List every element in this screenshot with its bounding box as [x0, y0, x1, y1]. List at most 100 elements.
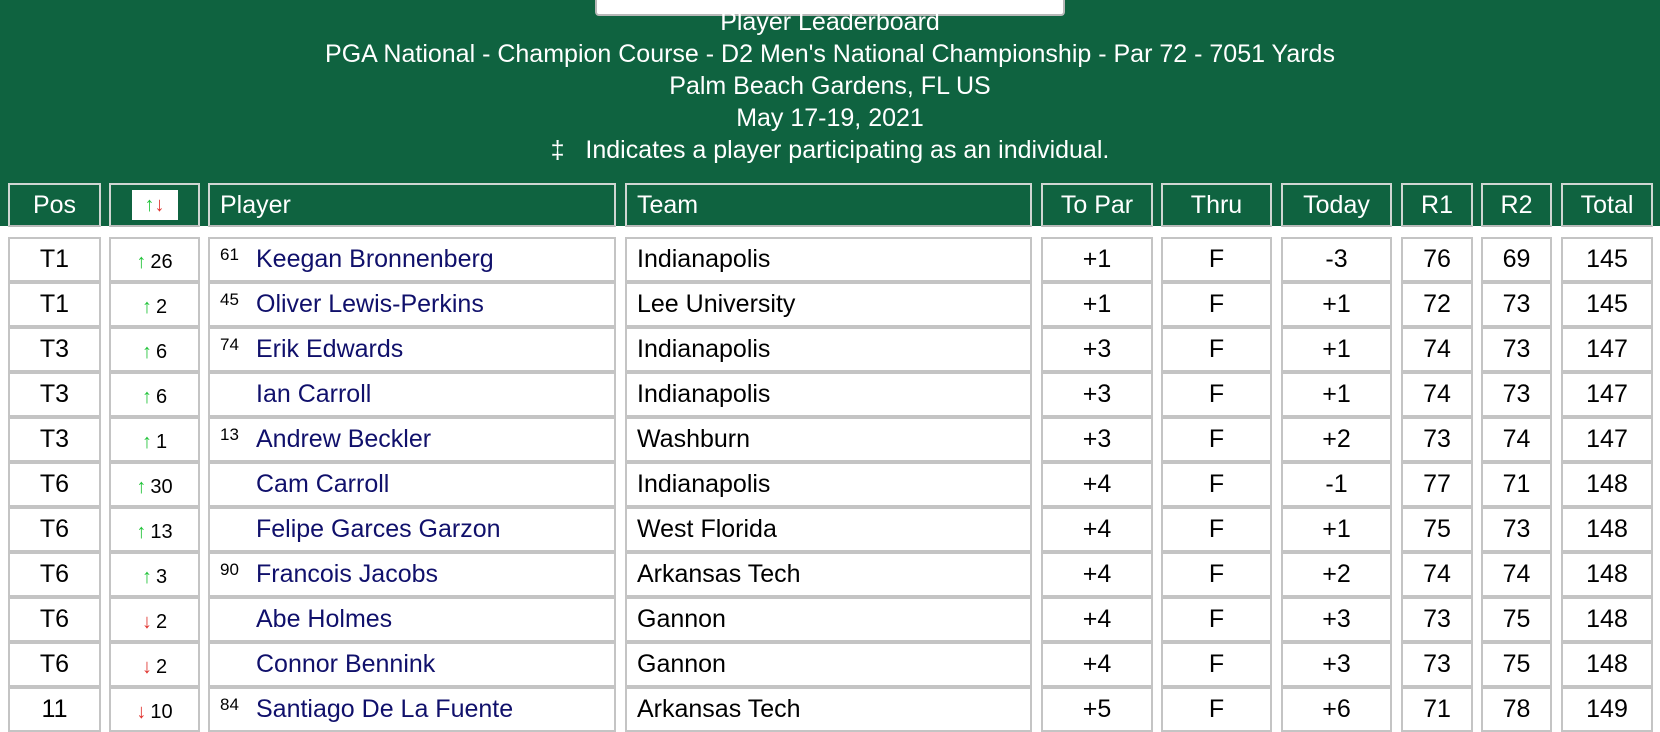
- movement-value: 1: [155, 431, 168, 453]
- cell-r2: 71: [1481, 462, 1552, 507]
- cell-thru: F: [1161, 417, 1272, 462]
- cell-total: 145: [1561, 282, 1653, 327]
- movement-sort-icon: ↑ ↓: [131, 190, 178, 220]
- cell-thru: F: [1161, 687, 1272, 732]
- cell-thru: F: [1161, 327, 1272, 372]
- cell-topar: +3: [1041, 372, 1153, 417]
- cell-team: Indianapolis: [625, 237, 1032, 282]
- player-link[interactable]: Cam Carroll: [256, 470, 390, 498]
- cell-r1: 75: [1401, 507, 1473, 552]
- cell-thru: F: [1161, 372, 1272, 417]
- header-team[interactable]: Team: [625, 183, 1032, 227]
- cell-r2: 73: [1481, 327, 1552, 372]
- cell-player[interactable]: 13 Andrew Beckler: [208, 417, 616, 462]
- player-link[interactable]: Abe Holmes: [256, 605, 393, 633]
- cell-player[interactable]: 74 Erik Edwards: [208, 327, 616, 372]
- page-title: Player Leaderboard: [720, 8, 940, 36]
- cell-total: 147: [1561, 417, 1653, 462]
- cell-r1: 72: [1401, 282, 1473, 327]
- cell-team: Washburn: [625, 417, 1032, 462]
- cell-r2: 75: [1481, 597, 1552, 642]
- cell-pos: 11: [8, 687, 101, 732]
- cell-player[interactable]: Connor Bennink: [208, 642, 616, 687]
- arrow-up-icon: ↑: [141, 296, 152, 318]
- cell-move: ↑ 2: [109, 282, 200, 327]
- cell-team: Lee University: [625, 282, 1032, 327]
- header-topar[interactable]: To Par: [1041, 183, 1153, 227]
- cell-r2: 74: [1481, 552, 1552, 597]
- cell-r1: 74: [1401, 552, 1473, 597]
- player-seed: 74: [220, 335, 239, 354]
- cell-r2: 69: [1481, 237, 1552, 282]
- cell-pos: T3: [8, 327, 101, 372]
- cell-player[interactable]: Ian Carroll: [208, 372, 616, 417]
- cell-r2: 75: [1481, 642, 1552, 687]
- cell-move: ↑ 6: [109, 327, 200, 372]
- cell-player[interactable]: 45 Oliver Lewis-Perkins: [208, 282, 616, 327]
- player-link[interactable]: Francois Jacobs: [256, 560, 439, 588]
- player-link[interactable]: Oliver Lewis-Perkins: [256, 290, 484, 318]
- course-info: PGA National - Champion Course - D2 Men'…: [325, 40, 1335, 68]
- cell-player[interactable]: Cam Carroll: [208, 462, 616, 507]
- player-seed: 13: [220, 425, 239, 444]
- header-pos[interactable]: Pos: [8, 183, 101, 227]
- cell-today: -1: [1281, 462, 1392, 507]
- player-link[interactable]: Felipe Garces Garzon: [256, 515, 501, 543]
- movement-value: 6: [155, 341, 168, 363]
- header-total[interactable]: Total: [1561, 183, 1653, 227]
- cell-today: +2: [1281, 417, 1392, 462]
- arrow-up-icon: ↑: [141, 341, 152, 363]
- cell-total: 147: [1561, 327, 1653, 372]
- dates: May 17-19, 2021: [736, 104, 924, 132]
- cell-pos: T3: [8, 417, 101, 462]
- cell-today: +3: [1281, 597, 1392, 642]
- cell-move: ↓ 10: [109, 687, 200, 732]
- arrow-up-icon: ↑: [136, 521, 147, 543]
- cell-r2: 74: [1481, 417, 1552, 462]
- movement-value: 26: [150, 251, 173, 273]
- header-movement[interactable]: ↑ ↓: [109, 183, 200, 227]
- cell-pos: T1: [8, 282, 101, 327]
- cell-r1: 73: [1401, 597, 1473, 642]
- player-link[interactable]: Erik Edwards: [256, 335, 404, 363]
- header-r2[interactable]: R2: [1481, 183, 1552, 227]
- cell-topar: +4: [1041, 642, 1153, 687]
- movement-value: 30: [150, 476, 173, 498]
- cell-player[interactable]: 90 Francois Jacobs: [208, 552, 616, 597]
- cell-topar: +4: [1041, 552, 1153, 597]
- cell-total: 148: [1561, 552, 1653, 597]
- player-link[interactable]: Connor Bennink: [256, 650, 436, 678]
- cell-player[interactable]: Abe Holmes: [208, 597, 616, 642]
- double-dagger-icon: ‡: [550, 136, 565, 164]
- player-link[interactable]: Keegan Bronnenberg: [256, 245, 494, 273]
- cell-player[interactable]: 61 Keegan Bronnenberg: [208, 237, 616, 282]
- cell-today: +1: [1281, 282, 1392, 327]
- player-link[interactable]: Santiago De La Fuente: [256, 695, 514, 723]
- arrow-up-icon: ↑: [136, 476, 147, 498]
- player-seed: 84: [220, 695, 239, 714]
- player-link[interactable]: Andrew Beckler: [256, 425, 432, 453]
- header-thru[interactable]: Thru: [1161, 183, 1272, 227]
- cell-r1: 71: [1401, 687, 1473, 732]
- cell-team: Indianapolis: [625, 372, 1032, 417]
- header-today[interactable]: Today: [1281, 183, 1392, 227]
- cell-pos: T3: [8, 372, 101, 417]
- top-selector-box[interactable]: [595, 0, 1065, 16]
- cell-thru: F: [1161, 597, 1272, 642]
- cell-r1: 73: [1401, 642, 1473, 687]
- note-text: Indicates a player participating as an i…: [585, 136, 1110, 164]
- cell-r2: 73: [1481, 507, 1552, 552]
- cell-team: Arkansas Tech: [625, 552, 1032, 597]
- movement-value: 2: [155, 656, 168, 678]
- cell-thru: F: [1161, 552, 1272, 597]
- player-link[interactable]: Ian Carroll: [256, 380, 372, 408]
- cell-player[interactable]: 84 Santiago De La Fuente: [208, 687, 616, 732]
- cell-today: +3: [1281, 642, 1392, 687]
- cell-player[interactable]: Felipe Garces Garzon: [208, 507, 616, 552]
- cell-move: ↓ 2: [109, 597, 200, 642]
- cell-r2: 73: [1481, 282, 1552, 327]
- cell-move: ↑ 3: [109, 552, 200, 597]
- cell-r1: 77: [1401, 462, 1473, 507]
- header-r1[interactable]: R1: [1401, 183, 1473, 227]
- header-player[interactable]: Player: [208, 183, 616, 227]
